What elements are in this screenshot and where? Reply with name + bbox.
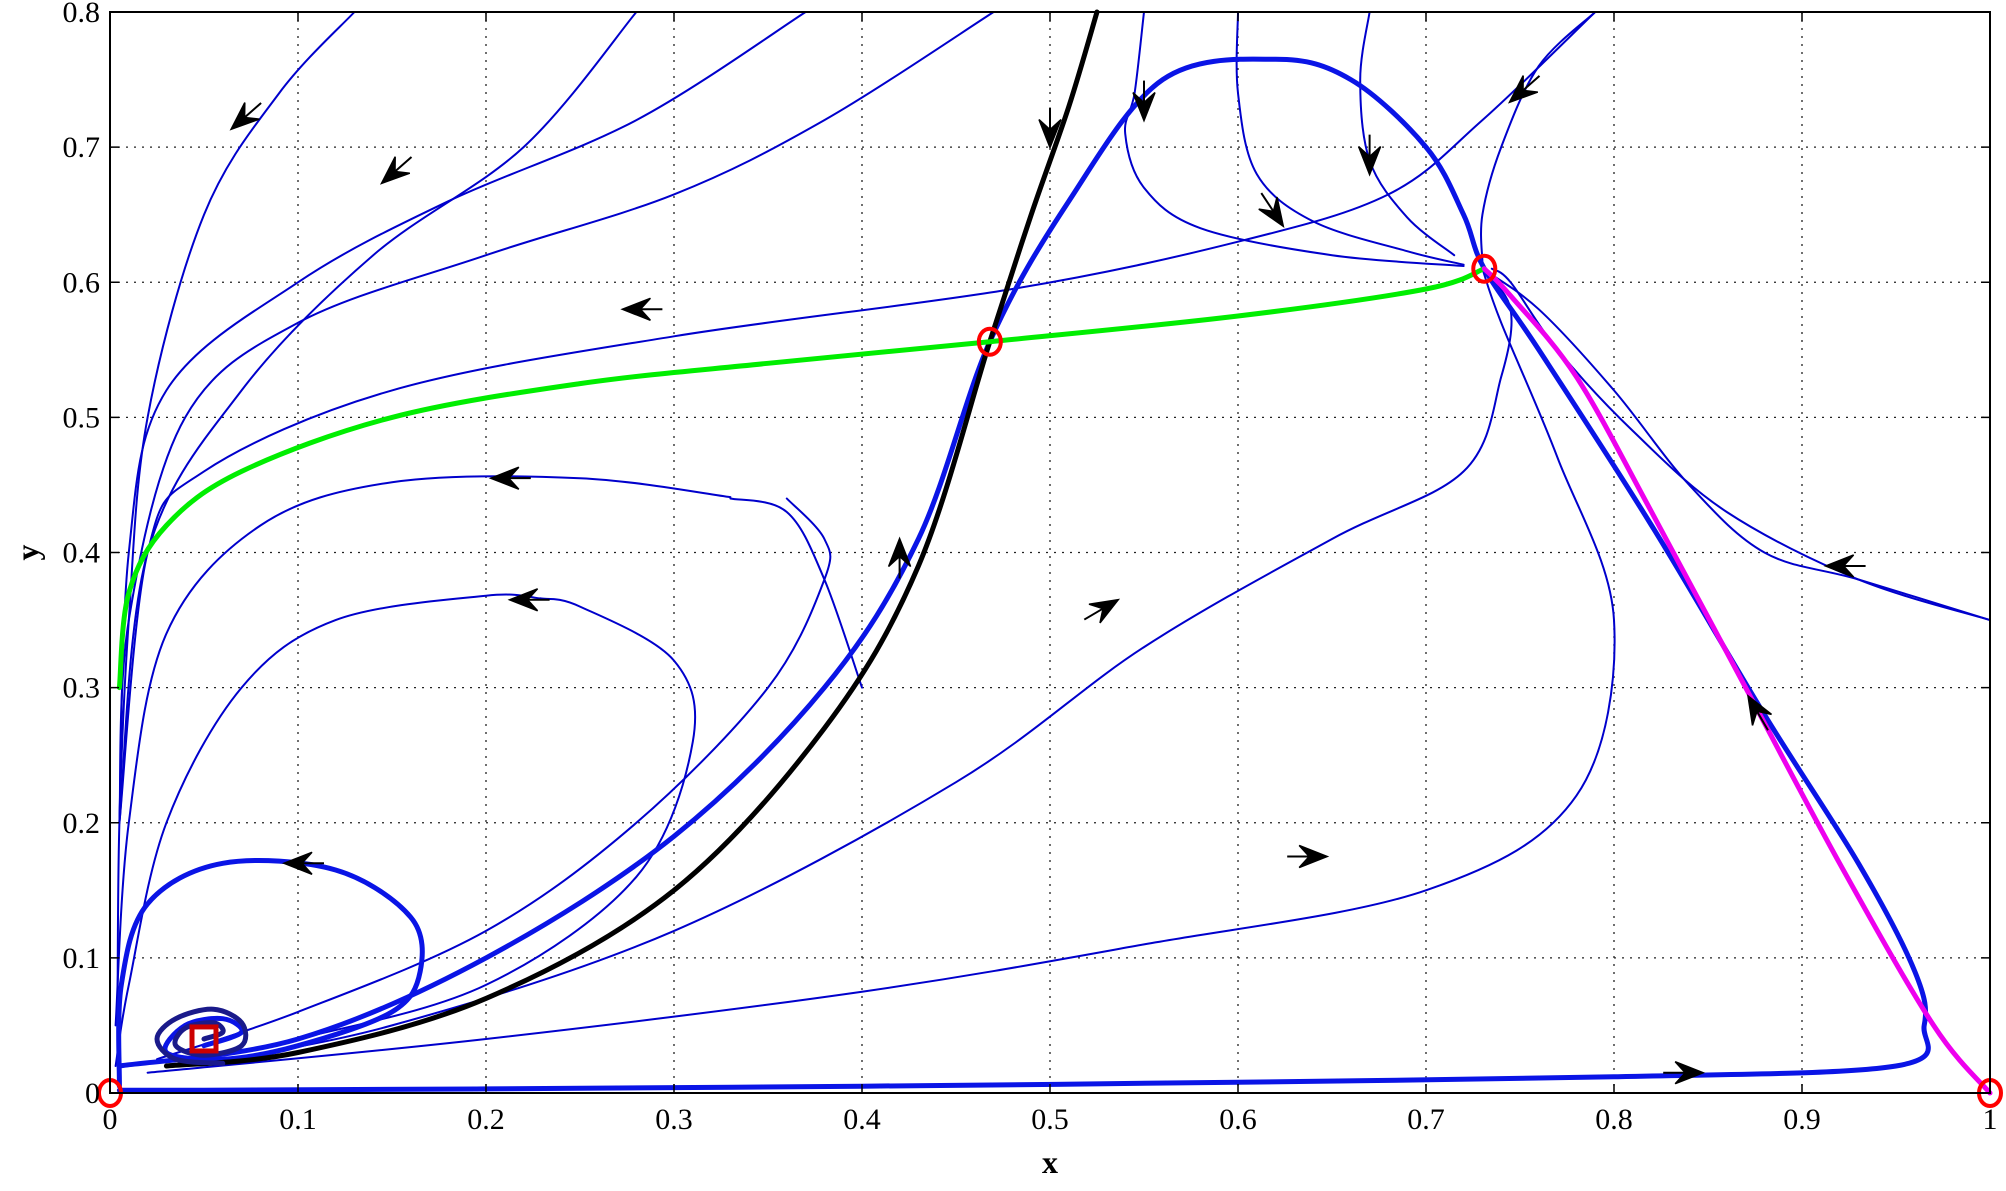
direction-arrow-shaft (1260, 192, 1277, 216)
trajectory-blue-8 (1235, 11, 1465, 266)
x-tick-label: 0.8 (1595, 1103, 1633, 1136)
x-tick-label: 0.6 (1219, 1103, 1257, 1136)
trajectory-blue-14 (156, 497, 832, 1061)
y-tick-label: 0.5 (63, 401, 101, 434)
trajectory-blue-10 (1480, 11, 1597, 263)
direction-arrow (1746, 694, 1772, 726)
trajectories (114, 9, 1993, 1096)
trajectory-blue-3 (118, 11, 995, 824)
trajectory-blue-19 (116, 858, 425, 1089)
y-tick-label: 0.3 (63, 672, 101, 705)
direction-arrows (229, 75, 1866, 1085)
y-tick-label: 0.7 (63, 131, 101, 164)
trajectory-blue-0 (116, 11, 356, 1027)
trajectory-blue-6 (114, 593, 542, 1067)
trajectory-blue-12 (729, 497, 863, 689)
x-tick-label: 0 (103, 1103, 118, 1136)
x-tick-label: 0.4 (843, 1103, 881, 1136)
trajectory-blue-4 (118, 11, 1597, 824)
y-tick-label: 0.4 (63, 537, 101, 570)
equilibrium-marker (976, 326, 1003, 357)
trajectory-blue-5 (114, 475, 732, 1027)
direction-arrow-shaft (1754, 707, 1769, 731)
direction-arrow (1258, 196, 1285, 229)
y-tick-label: 0 (85, 1077, 100, 1110)
equilibrium-square (189, 1024, 219, 1054)
direction-arrow-shaft (1519, 75, 1541, 94)
trajectory-blue-11 (1490, 267, 1991, 622)
x-tick-label: 0.2 (467, 1103, 505, 1136)
x-tick-label: 0.3 (655, 1103, 693, 1136)
trajectory-blue-18 (116, 56, 1931, 1093)
trajectory-black-20 (163, 9, 1100, 1069)
trajectory-spiral-23 (154, 1006, 249, 1066)
trajectory-blue-9 (1359, 11, 1456, 257)
x-tick-label: 0.7 (1407, 1103, 1445, 1136)
direction-arrow (1132, 92, 1156, 123)
direction-arrow (229, 102, 260, 131)
y-tick-label: 0.6 (63, 266, 101, 299)
equilibrium-marker (1471, 253, 1498, 284)
y-tick-label: 0.8 (63, 0, 101, 29)
y-axis-label: y (9, 545, 45, 561)
x-tick-label: 0.5 (1031, 1103, 1069, 1136)
direction-arrow (1507, 75, 1539, 104)
y-tick-label: 0.2 (63, 807, 101, 840)
x-axis-label: x (1042, 1144, 1058, 1180)
direction-arrow-shaft (1083, 605, 1107, 621)
x-tick-label: 1 (1983, 1103, 1998, 1136)
y-tick-label: 0.1 (63, 942, 101, 975)
x-tick-label: 0.9 (1783, 1103, 1821, 1136)
trajectory-green-21 (116, 266, 1487, 691)
direction-arrow-shaft (240, 102, 262, 121)
direction-arrow (379, 156, 411, 185)
trajectory-blue-17 (1481, 267, 1991, 622)
trajectory-blue-16 (146, 267, 1616, 1074)
trajectory-blue-13 (165, 597, 697, 1067)
axis-ticks: 0 0.1 0.2 0.3 0.4 0.5 0.6 0.7 0.8 0.9 1 0 0.1 0.2 0.3 0… (63, 0, 1998, 1136)
trajectory-blue-15 (184, 267, 1513, 1067)
x-tick-label: 0.1 (279, 1103, 317, 1136)
direction-arrow-shaft (391, 156, 413, 175)
trajectory-blue-2 (118, 11, 807, 824)
direction-arrow (1088, 598, 1121, 624)
trajectory-blue-1 (118, 11, 638, 824)
trajectory-magenta-22 (1481, 266, 1993, 1096)
